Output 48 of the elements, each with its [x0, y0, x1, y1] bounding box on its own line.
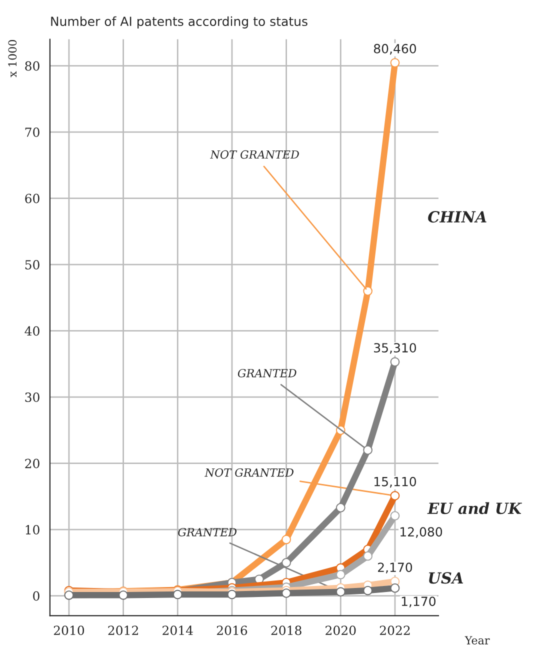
x-tick-label: 2022 — [380, 626, 410, 636]
point — [363, 445, 372, 455]
y-tick-label: 70 — [25, 128, 40, 137]
point — [390, 58, 400, 68]
point — [363, 586, 372, 596]
chart-title: Number of AI patents according to status — [51, 16, 308, 28]
point — [282, 534, 291, 544]
annotation: GRANTED — [178, 528, 237, 536]
y-tick-label: 20 — [25, 458, 40, 468]
x-tick-label: 2018 — [271, 626, 302, 636]
y-tick-label: 60 — [25, 194, 40, 204]
annotation: 1,170 — [402, 596, 436, 608]
annotation: CHINA — [428, 211, 486, 223]
y-tick-label: 0 — [33, 591, 40, 601]
annotation: EU and UK — [427, 502, 522, 514]
point — [390, 491, 400, 500]
point — [282, 588, 291, 598]
point — [390, 511, 400, 520]
point — [363, 551, 372, 561]
point — [390, 357, 400, 367]
x-tick-label: 2020 — [326, 626, 356, 636]
y-tick-label: 10 — [26, 525, 40, 534]
annotation: 12,080 — [400, 527, 442, 538]
annotation: NOT GRANTED — [204, 468, 294, 477]
x-tick-label: 2016 — [216, 626, 248, 636]
annotation: 80,460 — [374, 44, 416, 55]
y-tick-label: 30 — [25, 392, 40, 402]
annotation: USA — [429, 572, 464, 584]
x-tick-label: 2010 — [54, 626, 84, 636]
annotation: NOT GRANTED — [210, 150, 299, 159]
y-tick-label: 80 — [25, 61, 40, 71]
point — [390, 583, 400, 593]
annotation: 35,310 — [374, 343, 416, 354]
x-tick-label: 2012 — [108, 626, 138, 636]
annotation: GRANTED — [238, 368, 296, 378]
x-tick-label: 2014 — [162, 626, 193, 636]
y-tick-label: 40 — [24, 326, 40, 336]
point — [336, 587, 346, 597]
point — [227, 590, 237, 600]
y-tick-label: 50 — [25, 260, 40, 270]
point — [282, 558, 291, 568]
x-axis-title: Year — [464, 636, 490, 644]
y-axis-title: x 1000 — [8, 40, 17, 78]
point — [336, 570, 346, 580]
annotation: 15,110 — [374, 476, 416, 488]
point — [363, 286, 372, 296]
point — [336, 503, 346, 512]
annotation: 2,170 — [378, 562, 412, 574]
